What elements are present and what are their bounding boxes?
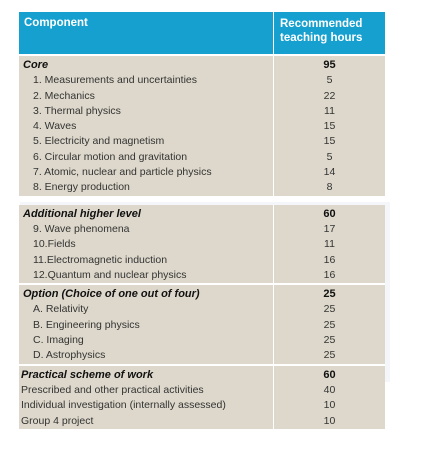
item-hours: 25: [323, 334, 336, 347]
item-hours: 40: [323, 383, 336, 396]
list-item: 2. Mechanics: [33, 89, 95, 102]
group-title: Core: [23, 59, 49, 71]
list-item: 4. Waves: [33, 120, 77, 133]
group-total: 60: [323, 368, 336, 381]
hours-header: Recommended teaching hours: [274, 12, 385, 54]
group-option: Option (Choice of one out of four) A. Re…: [19, 285, 385, 364]
separator: [19, 283, 385, 286]
list-item: 8. Energy production: [33, 181, 130, 194]
list-item: Individual investigation (internally ass…: [21, 399, 226, 412]
list-item: 10.Fields: [33, 238, 76, 251]
group-total: 25: [323, 288, 336, 301]
list-item: 7. Atomic, nuclear and particle physics: [33, 166, 212, 179]
table-header: Component Recommended teaching hours: [19, 12, 385, 54]
item-hours: 8: [326, 181, 333, 194]
list-item: 11.Electromagnetic induction: [33, 253, 168, 266]
list-item: 1. Measurements and uncertainties: [33, 74, 198, 87]
item-hours: 5: [326, 74, 333, 87]
item-hours: 17: [323, 222, 336, 235]
group-total: 95: [323, 59, 336, 71]
item-hours: 22: [323, 89, 336, 102]
list-item: 3. Thermal physics: [33, 104, 121, 117]
group-total: 60: [323, 207, 336, 220]
separator: [19, 363, 385, 366]
item-hours: 11: [324, 238, 335, 251]
hours-header-line1: Recommended: [280, 18, 363, 30]
item-hours: 10: [323, 399, 336, 412]
teaching-hours-table: Component Recommended teaching hours Cor…: [19, 12, 385, 429]
group-core: Core 1. Measurements and uncertainties 2…: [19, 56, 385, 196]
item-hours: 15: [323, 135, 336, 148]
list-item: A. Relativity: [33, 303, 89, 316]
separator: [19, 54, 385, 56]
group-additional-higher-level: Additional higher level 9. Wave phenomen…: [19, 204, 385, 284]
list-item: 9. Wave phenomena: [33, 222, 130, 235]
item-hours: 25: [323, 349, 336, 362]
item-hours: 14: [323, 166, 336, 179]
item-hours: 25: [323, 318, 336, 331]
list-item: 6. Circular motion and gravitation: [33, 150, 188, 163]
list-item: 5. Electricity and magnetism: [33, 135, 165, 148]
group-practical-scheme: Practical scheme of work Prescribed and …: [19, 365, 385, 429]
component-header: Component: [19, 12, 274, 54]
list-item: Group 4 project: [21, 414, 94, 427]
group-title: Option (Choice of one out of four): [23, 288, 200, 301]
list-item: C. Imaging: [33, 334, 84, 347]
group-title: Additional higher level: [23, 207, 141, 220]
item-hours: 10: [323, 414, 336, 427]
item-hours: 11: [324, 104, 335, 117]
item-hours: 25: [323, 303, 336, 316]
list-item: 12.Quantum and nuclear physics: [33, 268, 187, 281]
list-item: D. Astrophysics: [33, 349, 106, 362]
item-hours: 5: [326, 150, 333, 163]
list-item: B. Engineering physics: [33, 318, 140, 331]
list-item: Prescribed and other practical activitie…: [21, 383, 204, 396]
hours-header-line2: teaching hours: [280, 32, 363, 44]
item-hours: 15: [323, 120, 336, 133]
item-hours: 16: [323, 253, 336, 266]
item-hours: 16: [323, 268, 336, 281]
group-title: Practical scheme of work: [21, 368, 154, 381]
